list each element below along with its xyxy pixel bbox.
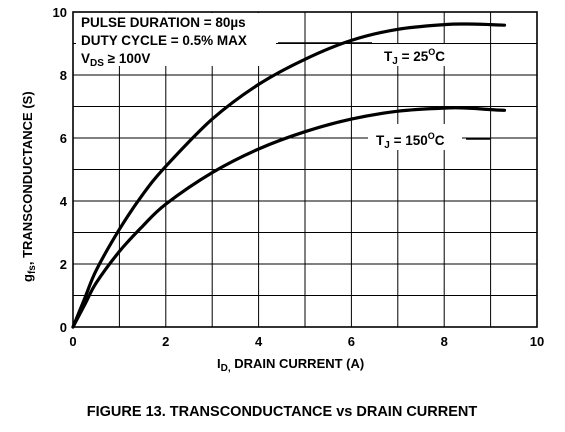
x-tick-label: 10 <box>530 334 544 349</box>
y-tick-label: 8 <box>60 68 67 83</box>
figure-caption: FIGURE 13. TRANSCONDUCTANCE vs DRAIN CUR… <box>87 404 478 420</box>
conditions-box <box>76 13 276 66</box>
x-tick-label: 4 <box>255 334 263 349</box>
series-label-tj-150c: TJ = 150OC <box>376 131 445 151</box>
x-tick-label: 2 <box>162 334 169 349</box>
series-line-tj-150c <box>71 106 507 329</box>
series-label-bg-25 <box>378 44 462 66</box>
series-line-tj-25c <box>71 22 507 329</box>
condition-duty-cycle: DUTY CYCLE = 0.5% MAX <box>81 33 247 48</box>
series-label-bg-150 <box>368 124 462 150</box>
series-label-tj-25c: TJ = 25OC <box>384 47 445 67</box>
x-axis-ticks: 0 2 4 6 8 10 <box>69 334 544 349</box>
plot-frame <box>72 11 538 328</box>
condition-pulse-duration: PULSE DURATION = 80µs <box>81 15 246 30</box>
y-tick-label: 10 <box>53 5 67 20</box>
x-tick-label: 6 <box>348 334 355 349</box>
y-tick-label: 0 <box>60 320 67 335</box>
y-tick-label: 2 <box>60 257 67 272</box>
x-tick-label: 0 <box>69 334 76 349</box>
x-tick-label: 8 <box>441 334 448 349</box>
x-axis-label: ID, DRAIN CURRENT (A) <box>217 356 364 374</box>
condition-vds: VDS ≥ 100V <box>81 51 150 69</box>
y-axis-ticks: 0 2 4 6 8 10 <box>53 5 68 335</box>
y-tick-label: 6 <box>60 131 67 146</box>
series-group <box>71 22 507 329</box>
y-axis-label: gfs, TRANSCONDUCTANCE (S) <box>20 91 38 282</box>
y-tick-label: 4 <box>60 194 68 209</box>
